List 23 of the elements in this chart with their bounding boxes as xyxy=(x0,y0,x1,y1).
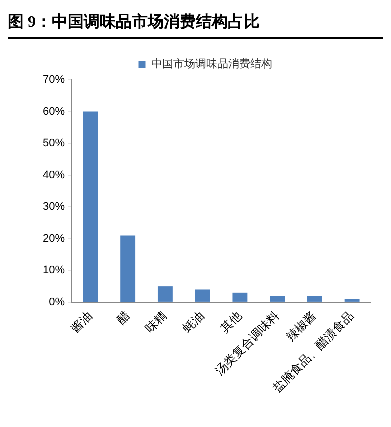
bar xyxy=(195,290,210,302)
bar xyxy=(232,292,248,302)
x-tick-label: 味精 xyxy=(142,308,170,336)
y-tick-label: 30% xyxy=(42,201,66,214)
x-tick-label: 醋 xyxy=(114,308,132,328)
legend-label: 中国市场调味品消费结构 xyxy=(151,57,272,70)
y-tick-label: 10% xyxy=(42,264,66,277)
y-tick-label: 60% xyxy=(42,106,66,118)
bar xyxy=(344,299,360,302)
y-tick-label: 20% xyxy=(42,232,66,245)
x-tick-label: 其他 xyxy=(218,308,245,336)
y-tick-label: 0% xyxy=(49,296,66,308)
x-tick-label: 蚝油 xyxy=(180,308,208,336)
bar xyxy=(158,286,173,302)
bar xyxy=(270,296,286,302)
y-tick-label: 70% xyxy=(42,74,66,86)
y-tick-label: 50% xyxy=(42,138,66,150)
chart-title: 图 9：中国调味品市场消费结构占比 xyxy=(8,12,383,39)
x-tick-label: 酱油 xyxy=(68,308,96,336)
bar xyxy=(83,112,98,302)
bar xyxy=(120,236,136,302)
y-tick-label: 40% xyxy=(42,169,66,182)
bar xyxy=(307,296,322,302)
